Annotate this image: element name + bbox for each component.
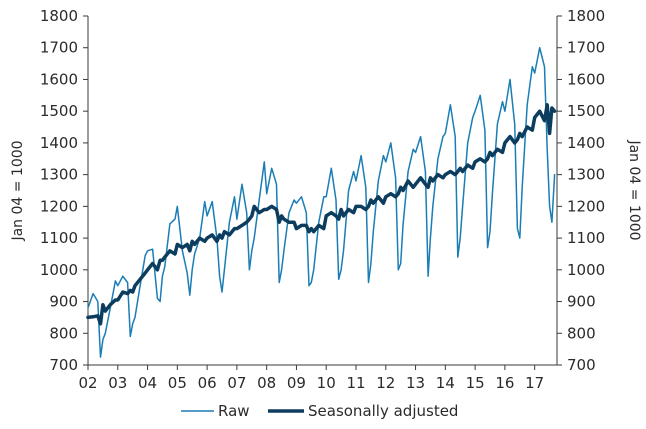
y-tick-label-left: 1300 — [40, 166, 78, 184]
y-tick-label-right: 1600 — [567, 70, 605, 88]
x-tick-label: 17 — [525, 374, 544, 392]
x-tick-label: 06 — [198, 374, 217, 392]
y-tick-label-left: 1000 — [40, 261, 78, 279]
y-tick-label-right: 1300 — [567, 166, 605, 184]
x-tick-label: 09 — [287, 374, 306, 392]
x-tick-label: 10 — [317, 374, 336, 392]
series — [86, 46, 557, 358]
y-axis-title-left: Jan 04 = 1000 — [10, 140, 26, 241]
y-tick-label-left: 1600 — [40, 70, 78, 88]
y-tick-label-right: 1400 — [567, 134, 605, 152]
ticks: 700 700 800 800 900 900 1000 1000 1100 1100 1200 12… — [40, 7, 605, 392]
seasonally-adjusted-series-line — [86, 103, 557, 326]
y-tick-label-left: 1500 — [40, 102, 78, 120]
y-axis-title-right: Jan 04 = 1000 — [626, 139, 642, 240]
legend-seasonally-adjusted-label: Seasonally adjusted — [308, 402, 458, 420]
y-tick-label-left: 1400 — [40, 134, 78, 152]
x-tick-label: 04 — [138, 374, 157, 392]
legend-raw-label: Raw — [218, 402, 250, 420]
y-tick-label-right: 1200 — [567, 197, 605, 215]
x-tick-label: 11 — [346, 374, 365, 392]
x-tick-label: 03 — [108, 374, 127, 392]
y-tick-label-left: 1100 — [40, 229, 78, 247]
x-tick-label: 08 — [257, 374, 276, 392]
y-tick-label-left: 700 — [49, 356, 78, 374]
y-tick-label-right: 1000 — [567, 261, 605, 279]
x-tick-label: 14 — [436, 374, 455, 392]
x-tick-label: 13 — [406, 374, 425, 392]
y-tick-label-right: 900 — [567, 293, 596, 311]
y-tick-label-left: 800 — [49, 324, 78, 342]
y-tick-label-left: 900 — [49, 293, 78, 311]
x-tick-label: 12 — [376, 374, 395, 392]
x-tick-label: 05 — [168, 374, 187, 392]
y-tick-label-right: 1800 — [567, 7, 605, 25]
y-tick-label-right: 700 — [567, 356, 596, 374]
y-tick-label-right: 1700 — [567, 39, 605, 57]
y-tick-label-left: 1800 — [40, 7, 78, 25]
y-tick-label-right: 800 — [567, 324, 596, 342]
y-tick-label-right: 1500 — [567, 102, 605, 120]
x-tick-label: 07 — [227, 374, 246, 392]
y-tick-label-right: 1100 — [567, 229, 605, 247]
raw-series-line — [87, 46, 556, 358]
y-tick-label-left: 1700 — [40, 39, 78, 57]
y-tick-label-left: 1200 — [40, 197, 78, 215]
x-tick-label: 15 — [466, 374, 485, 392]
x-tick-label: 02 — [78, 374, 97, 392]
x-tick-label: 16 — [495, 374, 514, 392]
legend: Raw Seasonally adjusted — [181, 402, 458, 420]
